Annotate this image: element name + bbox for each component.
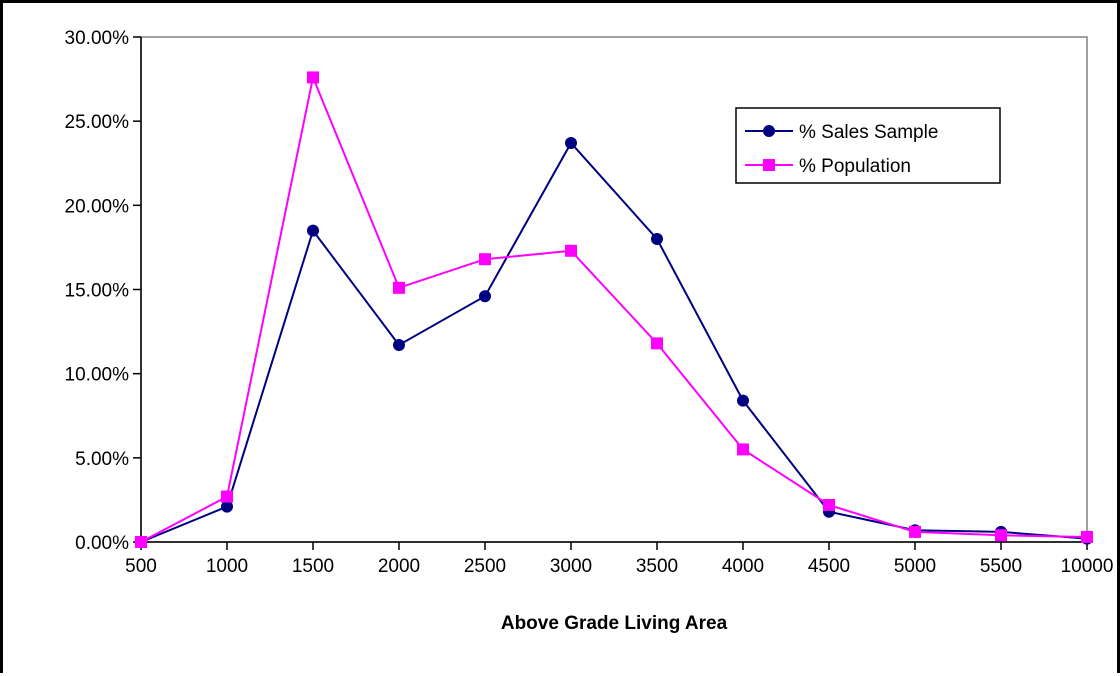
x-tick-label: 3000 [550, 556, 592, 577]
x-tick-label: 4500 [808, 556, 850, 577]
legend-label-population: % Population [799, 156, 911, 177]
legend-marker-population [763, 159, 775, 171]
data-point-sales [565, 137, 577, 150]
x-tick-label: 1500 [292, 556, 334, 577]
data-point-population [479, 253, 491, 266]
data-point-population [393, 281, 405, 294]
series-line-0 [140, 141, 1088, 543]
series-layer [135, 71, 1093, 548]
y-tick-label: 15.00% [65, 281, 130, 302]
x-axis-title: Above Grade Living Area [501, 613, 728, 634]
data-point-population [995, 529, 1007, 542]
x-tick-label: 3500 [636, 556, 678, 577]
data-point-sales [479, 290, 491, 303]
y-axis: 0.00% 5.00% 10.00% 15.00% 20.00% 25.00% 30.00% [65, 28, 142, 554]
x-tick-label: 2000 [378, 556, 420, 577]
legend: % Sales Sample % Population [735, 107, 1001, 184]
data-point-population [307, 71, 319, 84]
y-tick-label: 5.00% [75, 449, 129, 470]
y-tick-label: 20.00% [65, 196, 130, 217]
y-tick-label: 25.00% [65, 112, 130, 133]
data-point-sales [737, 394, 749, 407]
x-tick-label: 2500 [464, 556, 506, 577]
legend-label-sales: % Sales Sample [799, 122, 938, 143]
data-point-sales [393, 339, 405, 352]
x-tick-label: 1000 [206, 556, 248, 577]
x-tick-label: 5000 [894, 556, 936, 577]
series-line-1 [140, 73, 1088, 543]
x-axis: 500 1000 1500 2000 2500 3000 3500 4000 4500 5000 5… [125, 541, 1114, 577]
x-tick-label: 4000 [722, 556, 764, 577]
data-point-population [823, 498, 835, 511]
x-tick-label: 10000 [1061, 556, 1114, 577]
data-point-population [737, 443, 749, 456]
legend-marker-sales [763, 125, 775, 137]
x-tick-label: 500 [125, 556, 157, 577]
data-point-population [565, 244, 577, 257]
data-point-sales [651, 233, 663, 245]
y-tick-label: 30.00% [65, 28, 130, 49]
chart-svg: 0.00% 5.00% 10.00% 15.00% 20.00% 25.00% 30.00%… [65, 28, 1114, 634]
data-point-sales [307, 224, 319, 237]
data-point-population [221, 490, 233, 503]
data-point-population [1081, 530, 1093, 543]
data-point-population [909, 525, 921, 538]
data-point-sales [221, 500, 233, 513]
x-tick-label: 5500 [980, 556, 1022, 577]
y-tick-label: 10.00% [65, 365, 130, 386]
y-tick-label: 0.00% [75, 533, 129, 554]
data-point-population [651, 337, 663, 350]
legend-box [735, 107, 1001, 184]
data-point-population [135, 536, 147, 548]
